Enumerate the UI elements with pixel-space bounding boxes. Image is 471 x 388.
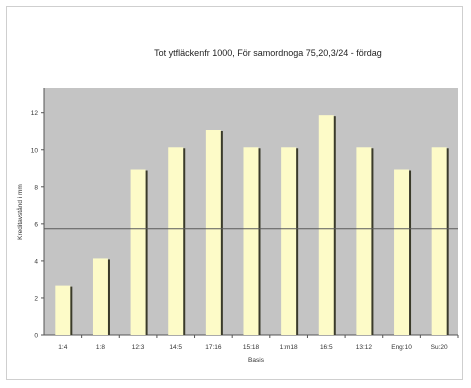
- x-tick-label: 15:18: [243, 344, 260, 351]
- x-axis: 1:4 1:8 12:3 14:5 17:16 15:18 1:m18 16:5 13:12 En…: [44, 334, 459, 351]
- y-tick-label: 12: [31, 110, 39, 117]
- y-tick-label: 10: [31, 147, 39, 154]
- y-tick-label: 2: [34, 295, 38, 302]
- x-tick-label: Eng:10: [391, 344, 412, 351]
- bar-13:12: [356, 147, 372, 335]
- chart-title: Tot ytfläckenfr 1000, För samordnoga 75,…: [154, 48, 382, 58]
- x-tick-label: 17:16: [205, 344, 222, 351]
- x-tick-label: 13:12: [356, 344, 373, 351]
- bar-17:16: [205, 129, 221, 335]
- x-tick-label: 1:8: [96, 344, 105, 351]
- y-tick-label: 6: [34, 221, 38, 228]
- x-tick-label: 1:4: [58, 344, 67, 351]
- y-tick-label: 4: [34, 258, 38, 265]
- bar-Eng:10: [394, 169, 410, 335]
- x-tick-label: 12:3: [132, 344, 145, 351]
- y-axis: 0 2 4 6 8 10 12: [31, 88, 45, 340]
- bar-12:3: [130, 169, 146, 335]
- bar-14:5: [168, 147, 184, 335]
- bar-15:18: [243, 147, 259, 335]
- x-tick-label: Su:20: [431, 344, 448, 351]
- bar-1:8: [92, 258, 108, 335]
- bar-16:5: [318, 115, 334, 335]
- bar-Su:20: [431, 147, 447, 335]
- x-tick-label: 14:5: [169, 344, 182, 351]
- bar-1:m18: [281, 147, 297, 335]
- y-tick-label: 0: [34, 333, 38, 340]
- x-tick-label: 16:5: [320, 344, 333, 351]
- bars: [55, 115, 449, 335]
- bar-1:4: [55, 285, 71, 335]
- y-axis-label: Kreditavstånd i mm: [16, 184, 24, 240]
- x-tick-label: 1:m18: [280, 344, 298, 351]
- y-tick-label: 8: [34, 184, 38, 191]
- x-axis-label: Basis: [248, 357, 265, 364]
